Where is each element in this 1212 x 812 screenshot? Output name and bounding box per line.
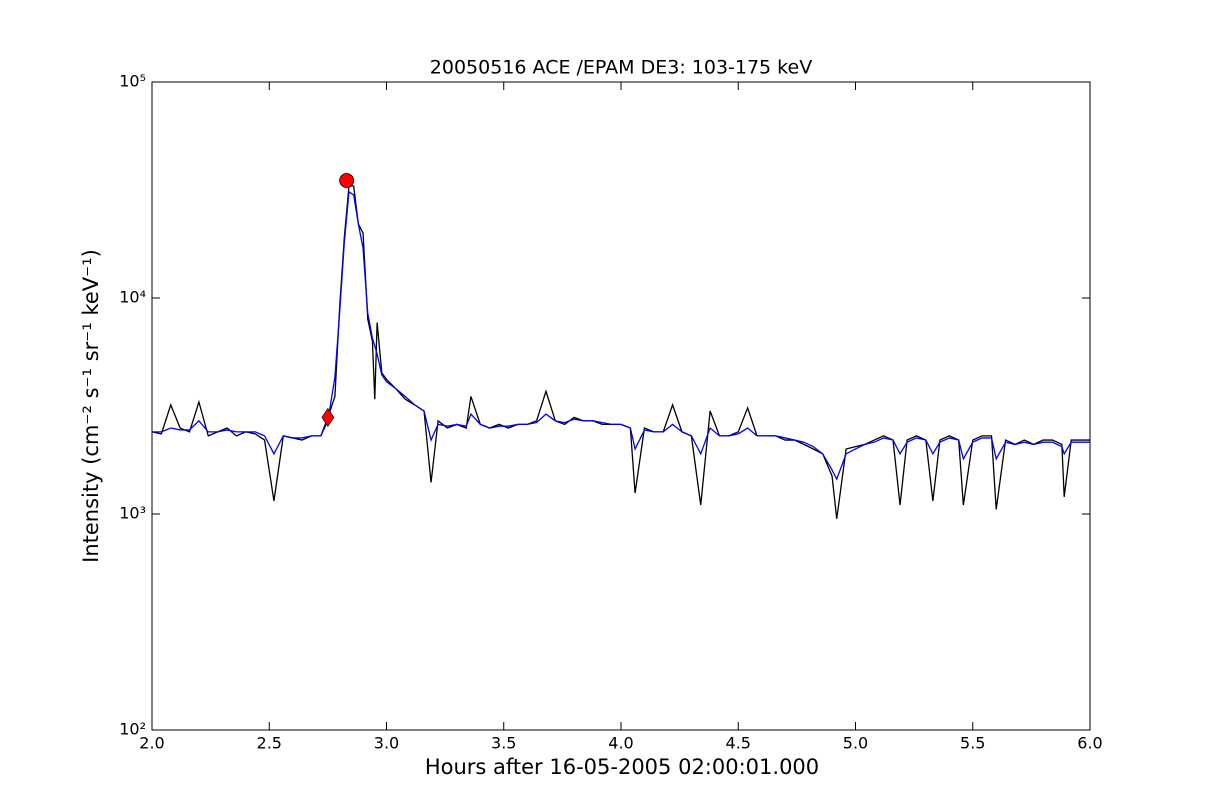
marker-circle: [339, 173, 355, 188]
x-tick-label: 5.5: [960, 734, 985, 753]
chart-title: 20050516 ACE /EPAM DE3: 103-175 keV: [430, 57, 812, 79]
x-axis-label: Hours after 16-05-2005 02:00:01.000: [425, 755, 819, 779]
x-tick-label: 3.5: [491, 734, 516, 753]
x-tick-label: 2.0: [139, 734, 164, 753]
x-tick-label: 4.5: [726, 734, 751, 753]
x-tick-label: 4.0: [608, 734, 633, 753]
x-tick-label: 6.0: [1077, 734, 1102, 753]
marker-diamond: [321, 407, 335, 427]
x-tick-label: 2.5: [257, 734, 282, 753]
x-tick-label: 5.0: [843, 734, 868, 753]
plot-frame: [151, 81, 1091, 731]
x-tick-label: 3.0: [374, 734, 399, 753]
y-tick-label: 10³: [119, 504, 146, 523]
y-tick-label: 10²: [119, 720, 146, 739]
series-line: [152, 190, 1090, 481]
y-axis-label: Intensity (cm⁻² s⁻¹ sr⁻¹ keV⁻¹): [79, 249, 103, 563]
y-tick-label: 10⁵: [119, 72, 146, 91]
y-tick-label: 10⁴: [119, 288, 146, 307]
series-line: [151, 185, 1090, 519]
